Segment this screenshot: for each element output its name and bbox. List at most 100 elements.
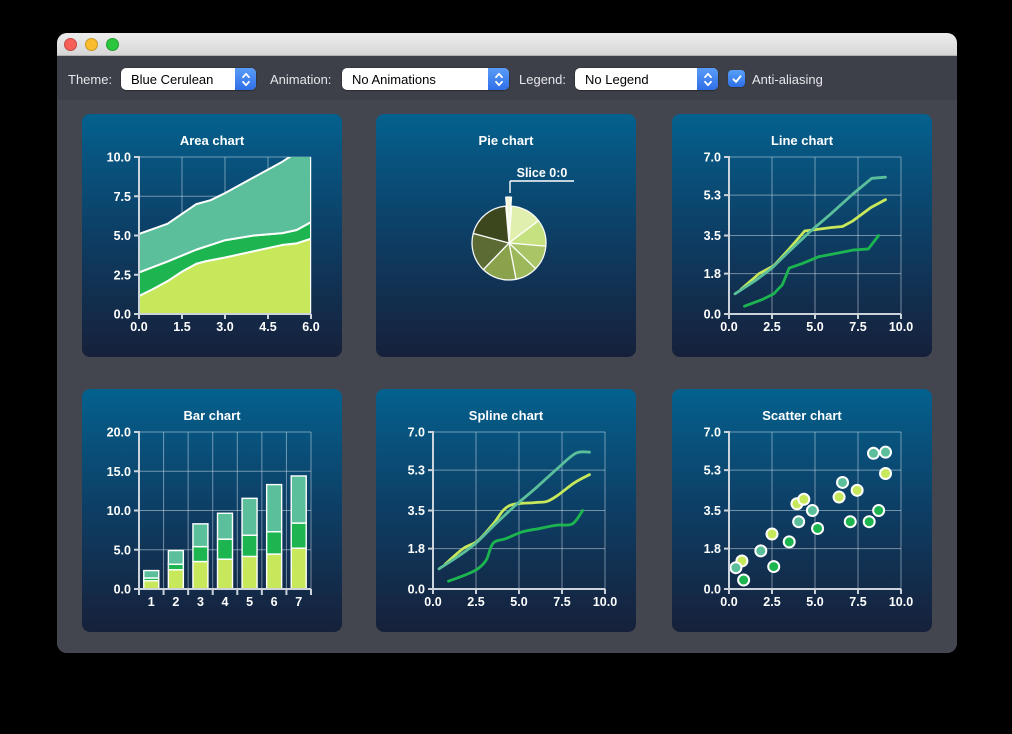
tick-label: 3.5 xyxy=(704,229,721,243)
tick-label: 5.3 xyxy=(704,464,721,478)
tick-label: 0.0 xyxy=(704,583,721,597)
scatter-yellow xyxy=(735,466,893,568)
tick-label: 5.0 xyxy=(806,595,823,609)
tick-label: 10.0 xyxy=(107,151,131,165)
tick-label: 1.8 xyxy=(704,267,721,281)
bar-segment xyxy=(265,553,283,590)
pie-slice-label: Slice 0:0 xyxy=(517,166,568,180)
category-label: 6 xyxy=(271,595,278,609)
chart-panel-line: Line chart 0.0 1.8 3.5 5.3 7.0 0.0 2.5 5.0 7.5 10.… xyxy=(672,114,932,357)
scatter-point xyxy=(805,504,819,517)
spline-yellow xyxy=(443,473,591,566)
scatter-point xyxy=(765,527,779,541)
grid xyxy=(432,431,606,590)
chart-title: Line chart xyxy=(771,133,834,148)
tick-label: 3.5 xyxy=(704,504,721,518)
area-3 xyxy=(139,157,311,274)
pie-slice-0[interactable] xyxy=(505,196,513,235)
scatter-point xyxy=(866,446,880,460)
window-titlebar[interactable] xyxy=(57,33,957,56)
scatter-point xyxy=(811,521,825,535)
scatter-point xyxy=(872,504,886,517)
scatter-point xyxy=(879,466,893,480)
line-yellow xyxy=(739,198,887,291)
tick-label: 0.0 xyxy=(114,308,131,322)
line-teal xyxy=(733,175,887,296)
bar-segment xyxy=(216,512,234,540)
scatter-point xyxy=(754,544,768,558)
tick-label: 5.0 xyxy=(114,543,131,557)
bar-segment xyxy=(290,547,307,590)
category-label: 3 xyxy=(197,595,204,609)
scatter-point xyxy=(767,560,781,574)
scatter-point xyxy=(737,573,751,587)
axes xyxy=(724,431,902,594)
chart-panel-pie: Pie chart Slice 0:0 xyxy=(376,114,636,357)
axes xyxy=(134,431,312,595)
pie-label-connector xyxy=(509,180,574,193)
bar-segment xyxy=(167,569,185,590)
pie-slice-7[interactable] xyxy=(472,205,510,244)
grid xyxy=(728,156,902,315)
area-chart: Area chart 0.0 2.5 5.0 7.5 10.0 0.0 1.5 3.0 4.5 6.… xyxy=(107,133,320,334)
legend-select[interactable]: No Legend xyxy=(575,68,718,90)
axes xyxy=(134,156,312,319)
animation-select-value: No Animations xyxy=(352,71,436,87)
antialiasing-checkbox[interactable] xyxy=(728,70,745,87)
scatter-teal xyxy=(729,445,893,575)
scatter-point xyxy=(862,515,876,529)
tick-label: 0.0 xyxy=(424,595,441,609)
tick-label: 4.5 xyxy=(259,320,276,334)
tick-label: 7.0 xyxy=(704,426,721,440)
scatter-point xyxy=(843,515,857,529)
tick-label: 2.5 xyxy=(467,595,484,609)
chart-title: Bar chart xyxy=(183,408,241,423)
antialiasing-label: Anti-aliasing xyxy=(752,72,823,87)
scatter-point xyxy=(832,490,846,504)
toolbar: Theme: Blue Cerulean Animation: No Anima… xyxy=(57,56,957,100)
chart-panel-scatter: Scatter chart 0.0 1.8 3.5 5.3 7.0 0.0 2.5 5.0 7.5… xyxy=(672,389,932,632)
bar-segment xyxy=(216,538,234,560)
line-green xyxy=(743,234,881,308)
legend-select-value: No Legend xyxy=(585,71,649,87)
tick-label: 2.5 xyxy=(763,595,780,609)
tick-label: 0.0 xyxy=(704,308,721,322)
bar-segment xyxy=(241,555,258,590)
close-button[interactable] xyxy=(64,37,77,51)
tick-label: 10.0 xyxy=(593,595,617,609)
bar-segment xyxy=(143,580,160,590)
tick-label: 7.0 xyxy=(408,426,425,440)
line-chart: Line chart 0.0 1.8 3.5 5.3 7.0 0.0 2.5 5.0 7.5 10.… xyxy=(704,133,914,334)
zoom-button[interactable] xyxy=(106,37,119,51)
tick-label: 1.8 xyxy=(704,542,721,556)
bar-segment xyxy=(167,563,185,571)
tick-label: 0.0 xyxy=(720,595,737,609)
bar-segment xyxy=(290,522,307,549)
bar-segment xyxy=(192,545,209,563)
tick-label: 15.0 xyxy=(107,465,131,479)
theme-select-value: Blue Cerulean xyxy=(131,71,214,87)
tick-label: 3.5 xyxy=(408,504,425,518)
chart-title: Spline chart xyxy=(469,408,544,423)
chevron-up-down-icon xyxy=(488,68,509,90)
scatter-chart: Scatter chart 0.0 1.8 3.5 5.3 7.0 0.0 2.5 5.0 7.5… xyxy=(704,408,914,609)
area-series xyxy=(139,157,311,314)
axes xyxy=(428,431,606,594)
pie-chart: Pie chart Slice 0:0 xyxy=(471,133,574,281)
scatter-point xyxy=(836,475,850,489)
tick-label: 2.5 xyxy=(114,268,131,282)
scatter-point xyxy=(797,492,811,506)
theme-select[interactable]: Blue Cerulean xyxy=(121,68,256,90)
tick-label: 0.0 xyxy=(130,320,147,334)
tick-label: 7.5 xyxy=(114,190,131,204)
app-window: Theme: Blue Cerulean Animation: No Anima… xyxy=(57,33,957,653)
scatter-point xyxy=(729,561,743,575)
animation-label: Animation: xyxy=(270,72,332,87)
scatter-point xyxy=(879,445,893,459)
tick-label: 7.5 xyxy=(849,320,866,334)
animation-select[interactable]: No Animations xyxy=(342,68,509,90)
spline-teal xyxy=(437,450,591,571)
tick-label: 0.0 xyxy=(720,320,737,334)
minimize-button[interactable] xyxy=(85,37,98,51)
tick-label: 20.0 xyxy=(107,426,131,440)
